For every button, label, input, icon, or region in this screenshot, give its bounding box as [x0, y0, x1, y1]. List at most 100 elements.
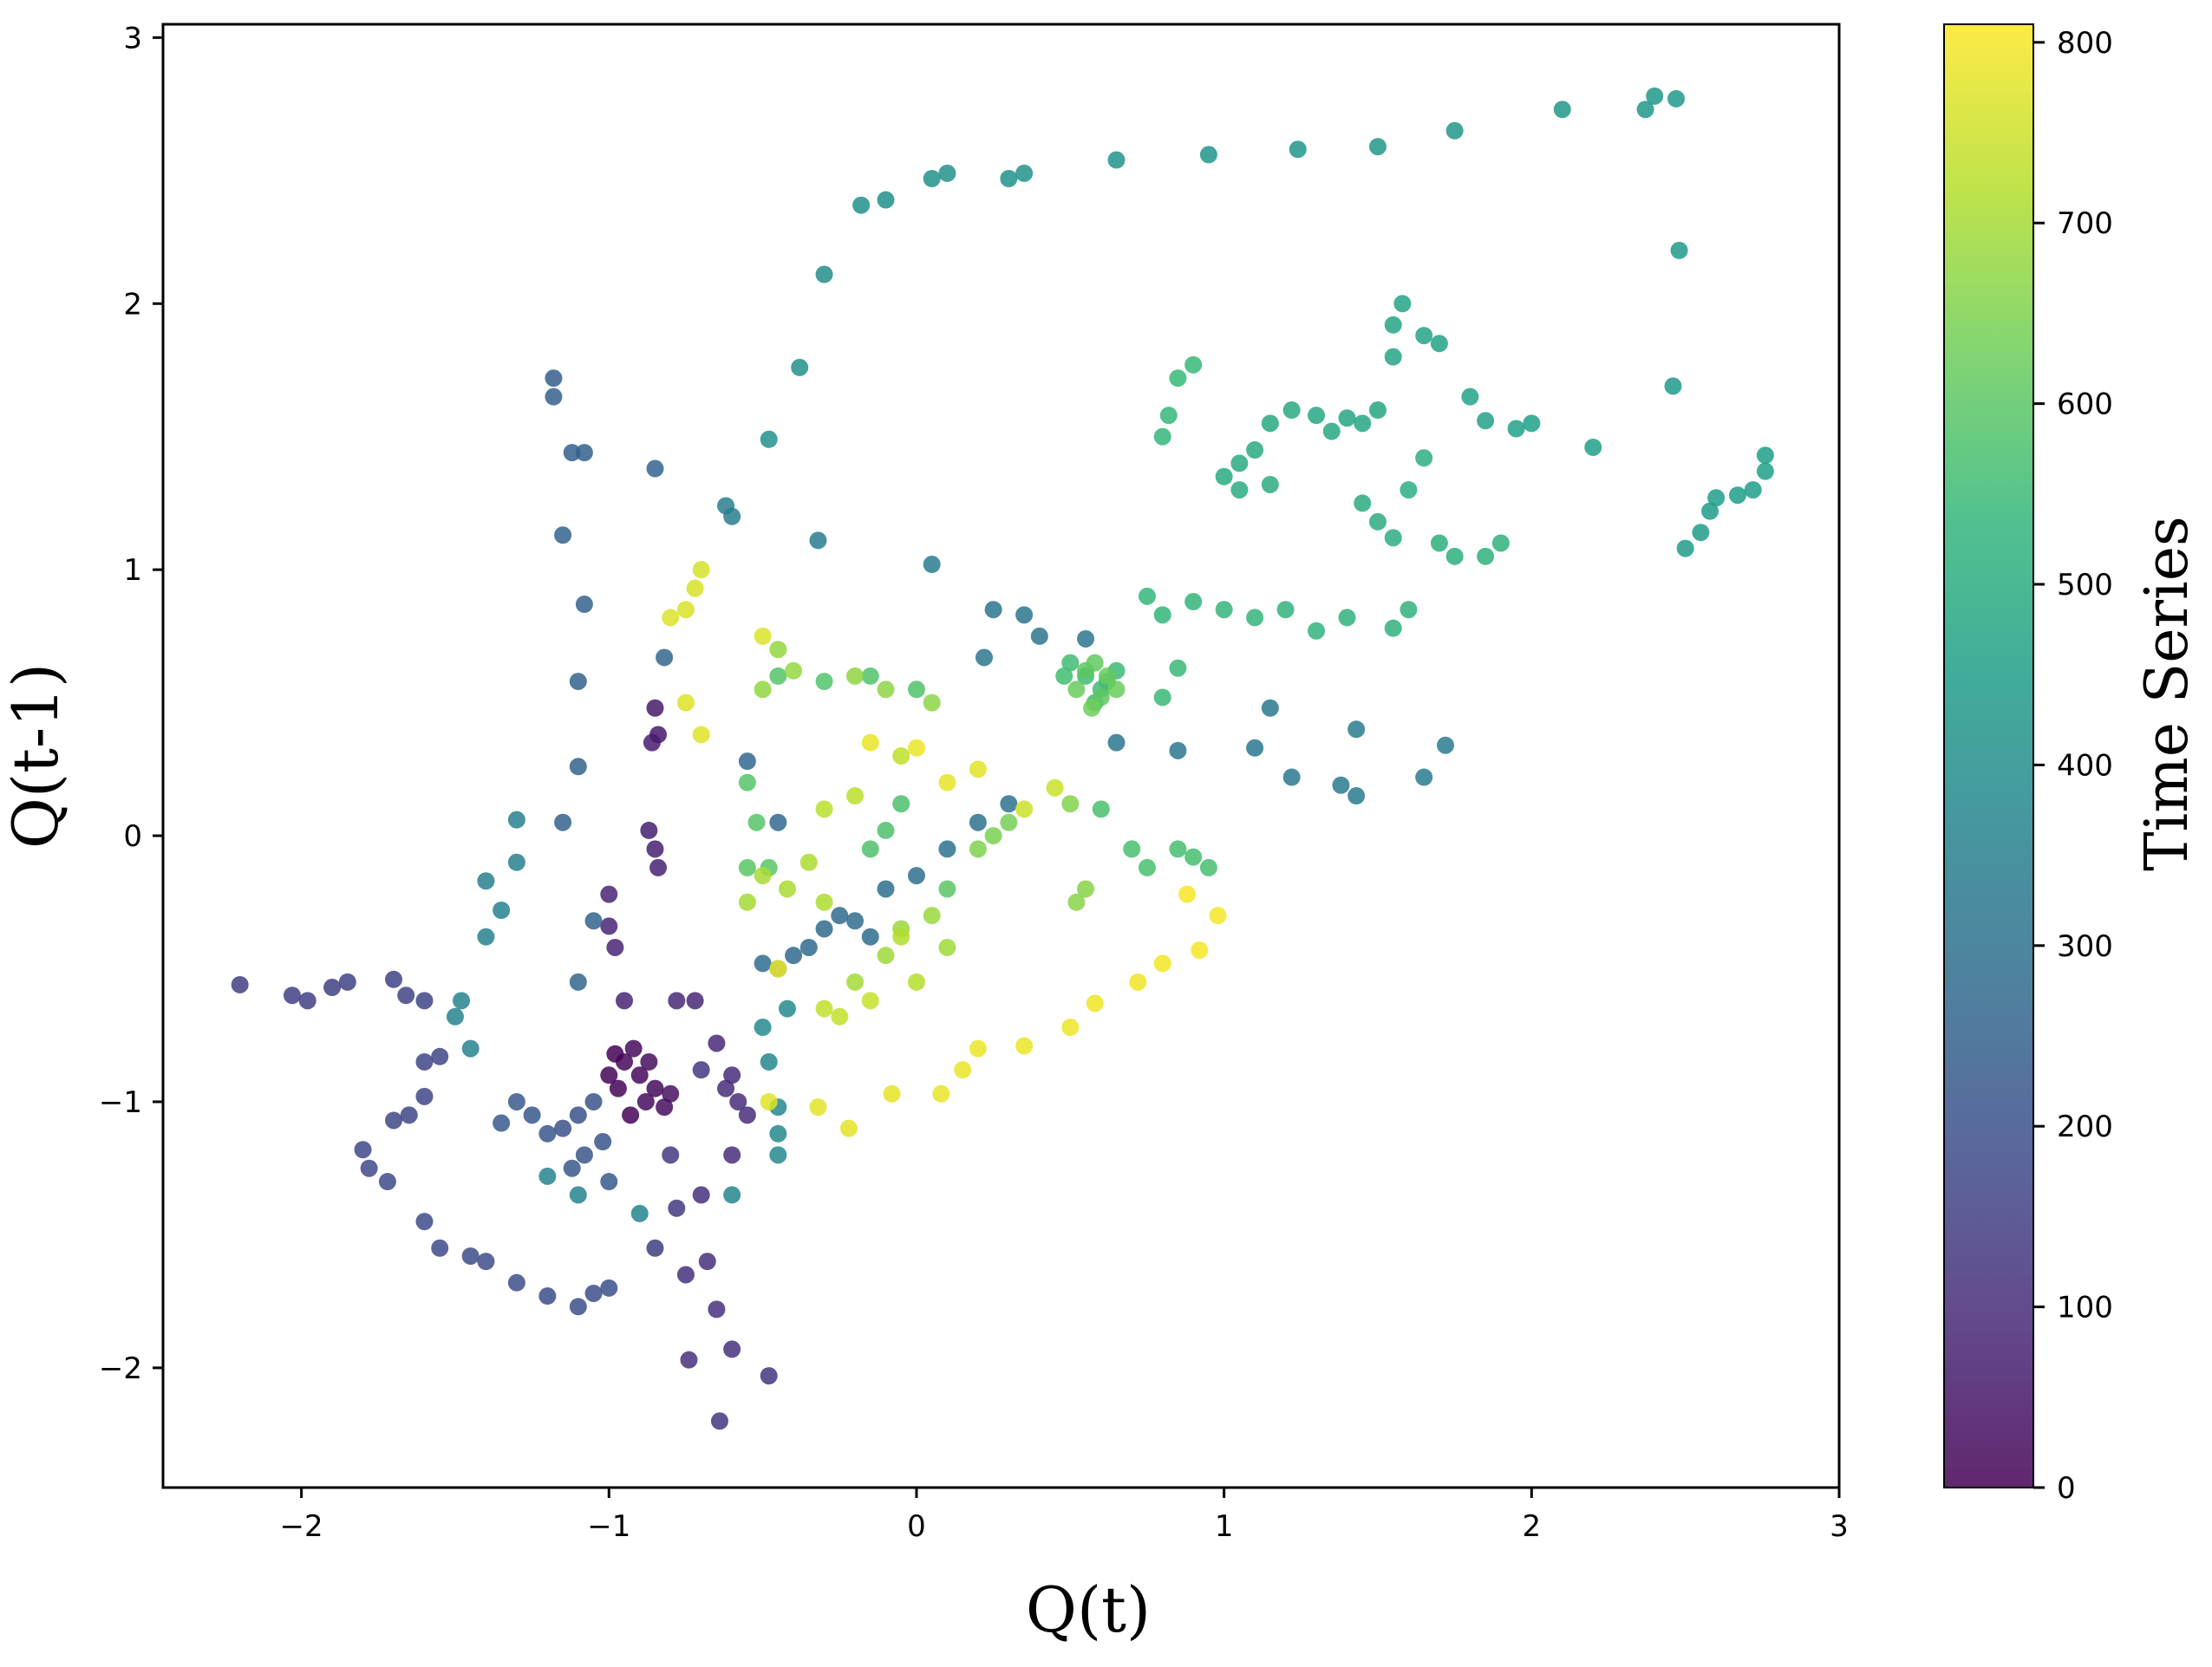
scatter-point	[938, 773, 956, 791]
scatter-point	[600, 1279, 618, 1297]
scatter-point	[1744, 481, 1762, 499]
scatter-point	[1384, 316, 1402, 334]
scatter-point	[754, 680, 772, 699]
colorbar-tick-label: 0	[2057, 1471, 2076, 1506]
scatter-point	[975, 648, 993, 667]
scatter-point	[877, 680, 895, 699]
scatter-point	[769, 960, 787, 978]
scatter-point	[1246, 609, 1264, 627]
scatter-point	[668, 1199, 686, 1217]
scatter-point	[1368, 512, 1387, 531]
scatter-point	[717, 1079, 735, 1097]
scatter-point	[507, 811, 525, 829]
scatter-point	[649, 858, 668, 876]
x-tick-label: 1	[1215, 1509, 1234, 1544]
plot-frame	[161, 23, 1841, 1489]
scatter-point	[1184, 592, 1203, 610]
scatter-point	[1230, 454, 1249, 472]
scatter-point	[630, 1204, 649, 1222]
scatter-point	[1092, 800, 1110, 818]
scatter-point	[622, 1106, 640, 1124]
scatter-point	[1664, 377, 1682, 395]
scatter-point	[606, 1045, 624, 1063]
scatter-point	[1384, 619, 1402, 637]
scatter-point	[1138, 858, 1156, 876]
scatter-point	[283, 987, 301, 1005]
scatter-point	[846, 667, 865, 685]
scatter-point	[668, 992, 686, 1010]
scatter-point	[1153, 688, 1171, 707]
colorbar-tick-label: 600	[2057, 387, 2113, 422]
scatter-point	[923, 693, 941, 712]
scatter-point	[907, 867, 925, 885]
scatter-point	[584, 1092, 603, 1110]
scatter-point	[1415, 327, 1433, 345]
scatter-point	[1107, 733, 1126, 752]
scatter-point	[662, 1146, 680, 1164]
scatter-point	[760, 430, 778, 448]
scatter-point	[861, 733, 879, 752]
scatter-point	[1393, 295, 1412, 313]
scatter-point	[729, 1092, 747, 1110]
colorbar-tick-label: 800	[2057, 26, 2113, 61]
scatter-point	[1261, 414, 1279, 433]
scatter-point	[738, 773, 756, 791]
scatter-point	[1368, 401, 1387, 420]
scatter-point	[1384, 348, 1402, 366]
scatter-point	[1445, 547, 1464, 565]
scatter-point	[1215, 601, 1233, 619]
x-axis-ticks: −2 −1 0 1 2 3	[280, 1488, 1849, 1544]
scatter-point	[609, 1079, 627, 1097]
scatter-point	[938, 880, 956, 898]
scatter-point	[1507, 420, 1525, 438]
scatter-point	[1246, 441, 1264, 459]
scatter-point	[1667, 89, 1686, 107]
scatter-point	[954, 1061, 972, 1079]
scatter-point	[1169, 369, 1187, 387]
scatter-point	[606, 938, 624, 956]
scatter-point	[723, 507, 741, 525]
scatter-point	[1138, 587, 1156, 605]
scatter-point	[1261, 475, 1279, 493]
scatter-point	[769, 813, 787, 831]
scatter-point	[969, 813, 987, 831]
x-tick-label: 2	[1523, 1509, 1542, 1544]
scatter-point	[338, 973, 356, 991]
scatter-point	[708, 1034, 726, 1052]
scatter-point	[1184, 355, 1203, 374]
y-tick-label: 1	[123, 553, 142, 588]
scatter-point	[1055, 667, 1073, 685]
scatter-point	[1347, 720, 1366, 739]
scatter-point	[624, 1039, 643, 1058]
scatter-point	[600, 1066, 618, 1084]
scatter-point	[477, 1253, 495, 1271]
scatter-point	[1400, 601, 1418, 619]
scatter-point	[769, 667, 787, 685]
scatter-point	[984, 601, 1002, 619]
scatter-point	[415, 1052, 434, 1071]
scatter-point	[646, 840, 664, 858]
scatter-point	[1636, 101, 1654, 119]
scatter-point	[815, 265, 833, 283]
scatter-point	[877, 191, 895, 209]
scatter-point	[569, 673, 587, 691]
scatter-point	[738, 893, 756, 911]
x-tick-label: 0	[907, 1509, 926, 1544]
scatter-point	[1276, 601, 1295, 619]
scatter-point	[723, 1066, 741, 1084]
scatter-point	[569, 1186, 587, 1204]
scatter-point	[932, 1084, 950, 1103]
colorbar-title: Time Series	[2133, 516, 2202, 871]
scatter-point	[723, 1146, 741, 1164]
scatter-point	[646, 1239, 664, 1257]
scatter-point	[1354, 494, 1372, 512]
scatter-point	[815, 1000, 833, 1018]
scatter-point	[461, 1247, 480, 1265]
scatter-point	[785, 661, 803, 680]
scatter-point	[662, 1084, 680, 1103]
scatter-point	[575, 444, 593, 462]
scatter-point	[676, 1266, 695, 1284]
scatter-point	[760, 1092, 778, 1110]
scatter-point	[1015, 800, 1034, 818]
